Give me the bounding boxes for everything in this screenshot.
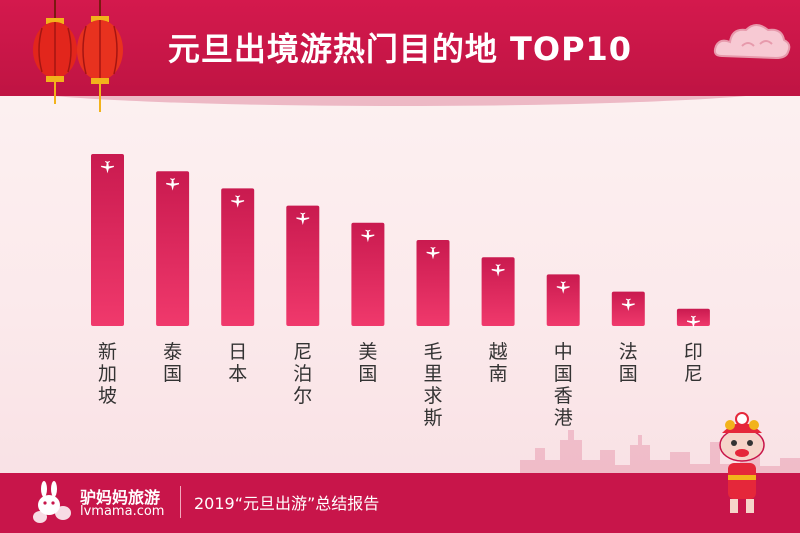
category-label: 法国 [619,341,638,385]
category-label: 美国 [358,341,377,385]
category-label: 泰国 [163,341,182,385]
cloud-decoration [713,24,791,60]
bar-4 [286,205,320,326]
bar-7 [481,257,515,326]
lion-dance-mascot [719,412,765,513]
brand-name: 驴妈妈旅游 [80,488,161,507]
category-label: 毛里求斯 [423,341,442,429]
footer-bar [0,473,800,533]
category-label: 日本 [228,341,247,385]
city-skyline [520,430,800,475]
category-label: 越南 [489,341,508,385]
report-title: 2019“元旦出游”总结报告 [194,494,380,513]
header-band [0,0,800,106]
footer-divider [180,486,181,518]
lantern-decoration [33,0,123,112]
bar-8 [546,274,580,326]
bar-3 [221,188,255,326]
page-title: 元旦出境游热门目的地 TOP10 [167,30,633,68]
category-label: 中国香港 [554,341,573,429]
category-label: 印尼 [684,341,703,385]
category-label: 尼泊尔 [293,341,312,407]
bar-6 [416,240,450,326]
bar-1 [91,154,124,326]
category-label: 新加坡 [98,341,117,407]
bar-5 [351,222,385,326]
donkey-logo-icon [33,481,71,523]
brand-url: lvmama.com [80,504,165,519]
bar-2 [156,171,190,326]
